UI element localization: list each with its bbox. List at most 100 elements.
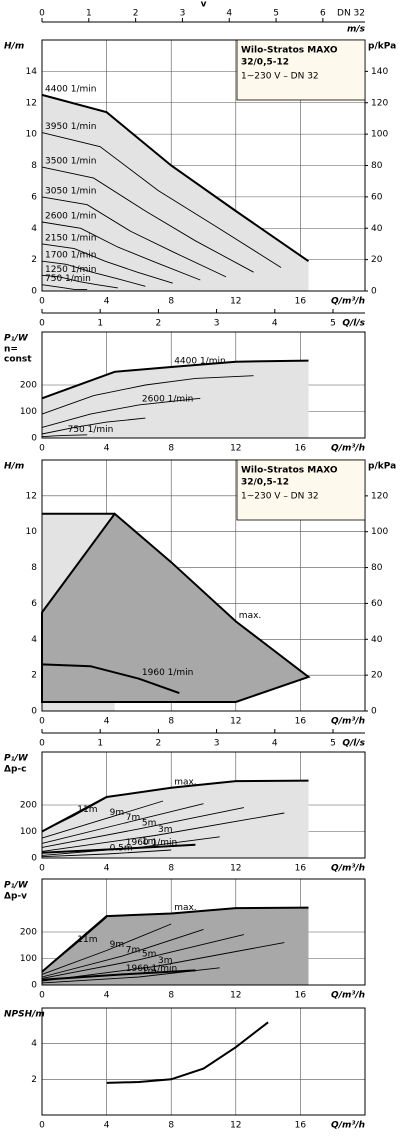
curve bbox=[41, 849, 172, 858]
curve-label: 3950 1/min bbox=[45, 122, 97, 132]
y-tick-label: 0 bbox=[31, 854, 37, 864]
title-box bbox=[236, 39, 366, 101]
x-tick-label: 16 bbox=[295, 717, 307, 727]
x-tick-label: 12 bbox=[230, 297, 241, 307]
x3-tick-label: 5 bbox=[330, 319, 336, 329]
curve-label: 1m bbox=[142, 967, 157, 977]
y-tick-label: 200 bbox=[20, 928, 37, 938]
area bbox=[42, 780, 309, 858]
curve-label: 1m bbox=[142, 837, 157, 847]
x3-tick-label: 3 bbox=[214, 739, 220, 749]
y-tick-label: 6 bbox=[31, 599, 37, 609]
x-axis-label: Q/m³/h bbox=[331, 297, 365, 307]
y-axis-label: P₁/W bbox=[4, 881, 29, 891]
curve bbox=[41, 512, 311, 703]
y2-axis-label: p/kPa bbox=[368, 42, 396, 52]
curve-label: 1960 1/min bbox=[142, 668, 194, 678]
curve bbox=[41, 843, 196, 854]
x-tick-label: 4 bbox=[104, 297, 110, 307]
x-tick-label: 4 bbox=[104, 444, 110, 454]
curve bbox=[41, 812, 285, 852]
x-tick-label: 16 bbox=[295, 444, 307, 454]
curve bbox=[41, 196, 227, 278]
y2-tick-label: 0 bbox=[371, 287, 377, 297]
curve-label: 5m bbox=[142, 818, 157, 828]
curve bbox=[41, 274, 118, 289]
curve-label: 1960 1/min bbox=[126, 964, 178, 974]
x3-tick-label: 5 bbox=[330, 739, 336, 749]
title-line: 32/0,5-12 bbox=[241, 478, 289, 488]
curve-label: 11m bbox=[77, 805, 97, 815]
y-axis-label: P₁/W bbox=[4, 754, 29, 764]
x-tick-label: 12 bbox=[230, 444, 241, 454]
y-tick-label: 2 bbox=[31, 671, 37, 681]
curve bbox=[41, 243, 173, 284]
curve bbox=[41, 803, 204, 844]
curve bbox=[41, 917, 107, 973]
y-tick-label: 2 bbox=[31, 255, 37, 265]
title-box bbox=[236, 459, 366, 521]
y2-tick-label: 20 bbox=[371, 671, 383, 681]
curve bbox=[41, 284, 88, 290]
curve bbox=[41, 221, 201, 281]
y-axis-sublabel: const bbox=[4, 355, 32, 365]
curve-label: 1960 1/min bbox=[126, 838, 178, 848]
x3-tick-label: 0 bbox=[39, 739, 45, 749]
x-tick-label: 16 bbox=[295, 991, 307, 1001]
curve-label: 9m bbox=[110, 808, 125, 818]
curve bbox=[41, 359, 309, 400]
y2-tick-label: 80 bbox=[371, 161, 383, 171]
curve-label: 11m bbox=[77, 935, 97, 945]
y-tick-label: 4 bbox=[31, 1039, 37, 1049]
x-axis-label: Q/m³/h bbox=[331, 1121, 365, 1131]
x-tick-label: 0 bbox=[39, 864, 45, 874]
y-axis-label: H/m bbox=[4, 42, 24, 52]
plot-area bbox=[42, 1008, 365, 1115]
plot-border bbox=[41, 459, 366, 712]
curve-label: 750 1/min bbox=[68, 425, 114, 435]
y-tick-label: 10 bbox=[26, 130, 38, 140]
curve bbox=[41, 800, 164, 839]
curve-label: 750 1/min bbox=[45, 274, 91, 284]
x3-tick-label: 1 bbox=[97, 739, 103, 749]
y2-tick-label: 40 bbox=[371, 635, 383, 645]
y-tick-label: 4 bbox=[31, 224, 37, 234]
x-tick-label: 0 bbox=[39, 444, 45, 454]
x2-tick-label: 5 bbox=[273, 9, 279, 19]
x2-unit: m/s bbox=[347, 25, 366, 35]
y-tick-label: 6 bbox=[31, 192, 37, 202]
curve bbox=[41, 260, 146, 287]
curve bbox=[41, 934, 245, 979]
curve-label: max. bbox=[174, 903, 196, 913]
curve-label: max. bbox=[174, 777, 196, 787]
curve-label: 7m bbox=[126, 813, 141, 823]
curve bbox=[41, 969, 196, 981]
x-tick-label: 12 bbox=[230, 717, 241, 727]
y-tick-label: 0 bbox=[31, 287, 37, 297]
title-line: Wilo-Stratos MAXO bbox=[241, 46, 338, 56]
x-tick-label: 0 bbox=[39, 717, 45, 727]
x-axis-label: Q/m³/h bbox=[331, 444, 365, 454]
y2-tick-label: 100 bbox=[371, 527, 388, 537]
y2-tick-label: 60 bbox=[371, 599, 383, 609]
y-tick-label: 100 bbox=[20, 954, 37, 964]
curve-label: 9m bbox=[110, 940, 125, 950]
y2-tick-label: 140 bbox=[371, 67, 388, 77]
x2-note: DN 32 bbox=[337, 9, 365, 19]
x-tick-label: 12 bbox=[230, 991, 241, 1001]
y-tick-label: 12 bbox=[26, 98, 37, 108]
y-axis-label: NPSH/m bbox=[4, 1010, 45, 1020]
x3-axis-label: Q/l/s bbox=[342, 319, 365, 329]
x2-tick-label: 4 bbox=[226, 9, 232, 19]
x-tick-label: 8 bbox=[168, 297, 174, 307]
y-tick-label: 2 bbox=[31, 1075, 37, 1085]
x-tick-label: 12 bbox=[230, 1121, 241, 1131]
x-tick-label: 16 bbox=[295, 297, 307, 307]
y-axis-sublabel: n= bbox=[4, 345, 18, 355]
curve bbox=[41, 93, 310, 263]
y-tick-label: 4 bbox=[31, 635, 37, 645]
x-tick-label: 0 bbox=[39, 297, 45, 307]
y2-tick-label: 40 bbox=[371, 224, 383, 234]
x-tick-label: 8 bbox=[168, 444, 174, 454]
x-axis-label: Q/m³/h bbox=[331, 864, 365, 874]
